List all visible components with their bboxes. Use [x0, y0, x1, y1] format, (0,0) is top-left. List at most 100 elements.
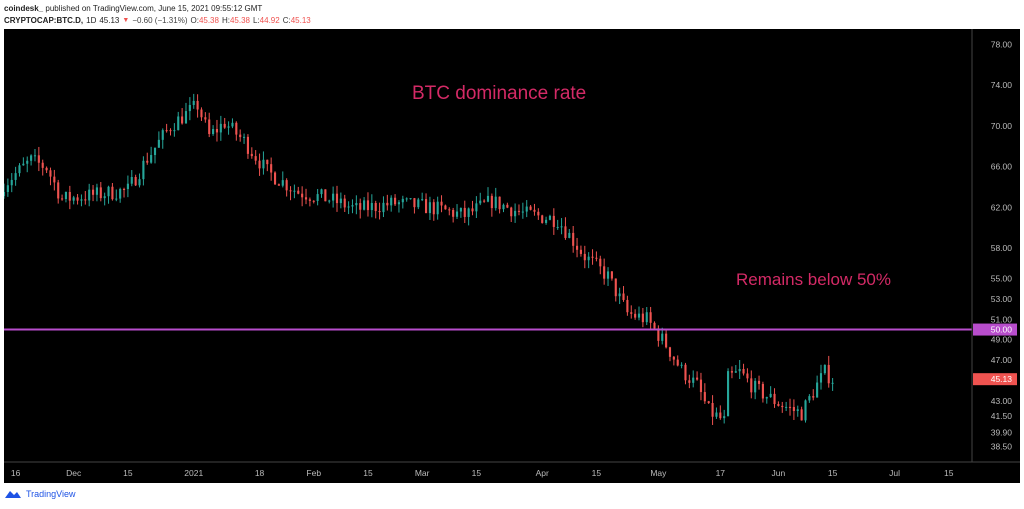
time-tick-label: 2021: [184, 468, 203, 478]
candle-body: [703, 392, 706, 402]
time-tick-label: 15: [472, 468, 482, 478]
chart-area[interactable]: 78.00 74.00 70.00 66.00 62.00 58.00 55.00 53.00…: [2, 29, 1020, 483]
candle-body: [45, 167, 48, 171]
candle-body: [401, 198, 404, 203]
candle-body: [215, 128, 219, 133]
candle-body: [72, 197, 75, 201]
close-label: C:: [282, 16, 291, 25]
candle-body: [41, 162, 44, 168]
candle-body: [204, 117, 207, 120]
candle-body: [827, 364, 830, 384]
candle-body: [734, 371, 737, 373]
candle-body: [153, 147, 157, 156]
candle-body: [250, 153, 253, 157]
candle-body: [785, 406, 788, 408]
candlestick-chart[interactable]: 78.00 74.00 70.00 66.00 62.00 58.00 55.00 53.00…: [2, 29, 1020, 483]
candle-body: [18, 165, 21, 174]
price-tick-label: 62.00: [991, 202, 1013, 212]
candle-body: [719, 412, 722, 419]
candle-body: [696, 377, 699, 380]
time-axis[interactable]: 16 Dec 15 2021 18 Feb 15 Mar 15 Apr 15 May 17 Jun 15 Ju…: [11, 468, 954, 478]
candle-body: [510, 207, 513, 217]
candle-body: [239, 134, 242, 138]
candle-body: [595, 257, 598, 259]
candle-body: [285, 180, 288, 191]
candle-body: [304, 197, 308, 200]
candle-body: [676, 359, 679, 366]
candle-body: [386, 202, 389, 206]
time-tick-label: 15: [944, 468, 954, 478]
candle-body: [332, 193, 335, 201]
candle-body: [61, 198, 64, 200]
candle-body: [223, 123, 226, 128]
candle-body: [374, 203, 377, 212]
candle-body: [742, 368, 745, 374]
footer-branding[interactable]: TradingView: [4, 489, 76, 499]
candle-body: [479, 200, 482, 204]
candle-body: [258, 160, 261, 169]
candle-body: [119, 188, 122, 199]
candle-body: [49, 170, 52, 177]
high-label: H:: [221, 16, 230, 25]
time-tick-label: 15: [363, 468, 373, 478]
candle-body: [196, 100, 199, 110]
time-tick-label: Apr: [536, 468, 549, 478]
candle-body: [339, 198, 342, 204]
candle-body: [819, 373, 823, 383]
candle-body: [537, 211, 540, 216]
candle-body: [192, 100, 195, 105]
time-tick-label: 16: [11, 468, 21, 478]
low-value: 44.92: [259, 16, 280, 25]
candle-body: [270, 164, 273, 173]
candle-body: [76, 197, 79, 201]
candle-body: [138, 179, 141, 186]
time-tick-label: 15: [123, 468, 133, 478]
candle-body: [324, 189, 327, 202]
price-tick-label: 47.00: [991, 355, 1013, 365]
candle-body: [188, 104, 191, 112]
candle-body: [95, 187, 98, 195]
candle-body: [575, 245, 579, 250]
candle-body: [394, 197, 397, 205]
candle-body: [242, 136, 246, 138]
author-name[interactable]: coindesk_: [4, 4, 44, 13]
last-value: 45.13: [99, 16, 120, 25]
candle-body: [428, 202, 431, 214]
candle-body: [231, 122, 234, 127]
candle-body: [254, 156, 257, 161]
candle-body: [173, 130, 176, 132]
candle-body: [533, 209, 536, 212]
interval: 1D: [86, 16, 97, 25]
candle-body: [436, 201, 439, 215]
candle-body: [730, 371, 734, 373]
candle-body: [184, 111, 188, 124]
candle-body: [606, 271, 610, 279]
candle-body: [506, 204, 509, 208]
candle-body: [475, 203, 478, 212]
candle-body: [486, 195, 490, 202]
time-tick-label: May: [650, 468, 667, 478]
candle-body: [498, 196, 501, 210]
candle-body: [579, 249, 582, 254]
chart-header: coindesk_ published on TradingView.com, …: [4, 3, 311, 27]
close-value: 45.13: [290, 16, 311, 25]
candle-body: [351, 205, 354, 207]
price-tick-label: 70.00: [991, 121, 1013, 131]
candle-body: [227, 126, 230, 128]
price-tick-label: 74.00: [991, 80, 1013, 90]
candle-body: [91, 189, 95, 195]
symbol-name[interactable]: CRYPTOCAP:BTC.D,: [4, 16, 84, 25]
candles-group: [2, 93, 834, 425]
candle-body: [2, 192, 6, 197]
candle-body: [99, 187, 102, 199]
candle-body: [328, 200, 331, 202]
candle-body: [409, 198, 412, 200]
time-tick-label: Dec: [66, 468, 82, 478]
price-tick-label: 41.50: [991, 411, 1013, 421]
candle-body: [672, 356, 675, 360]
candle-body: [440, 201, 443, 206]
last-price-tag-label: 45.13: [991, 374, 1013, 384]
candle-body: [235, 122, 238, 135]
price-axis[interactable]: 78.00 74.00 70.00 66.00 62.00 58.00 55.00 53.00…: [991, 39, 1013, 451]
candle-body: [212, 128, 215, 134]
